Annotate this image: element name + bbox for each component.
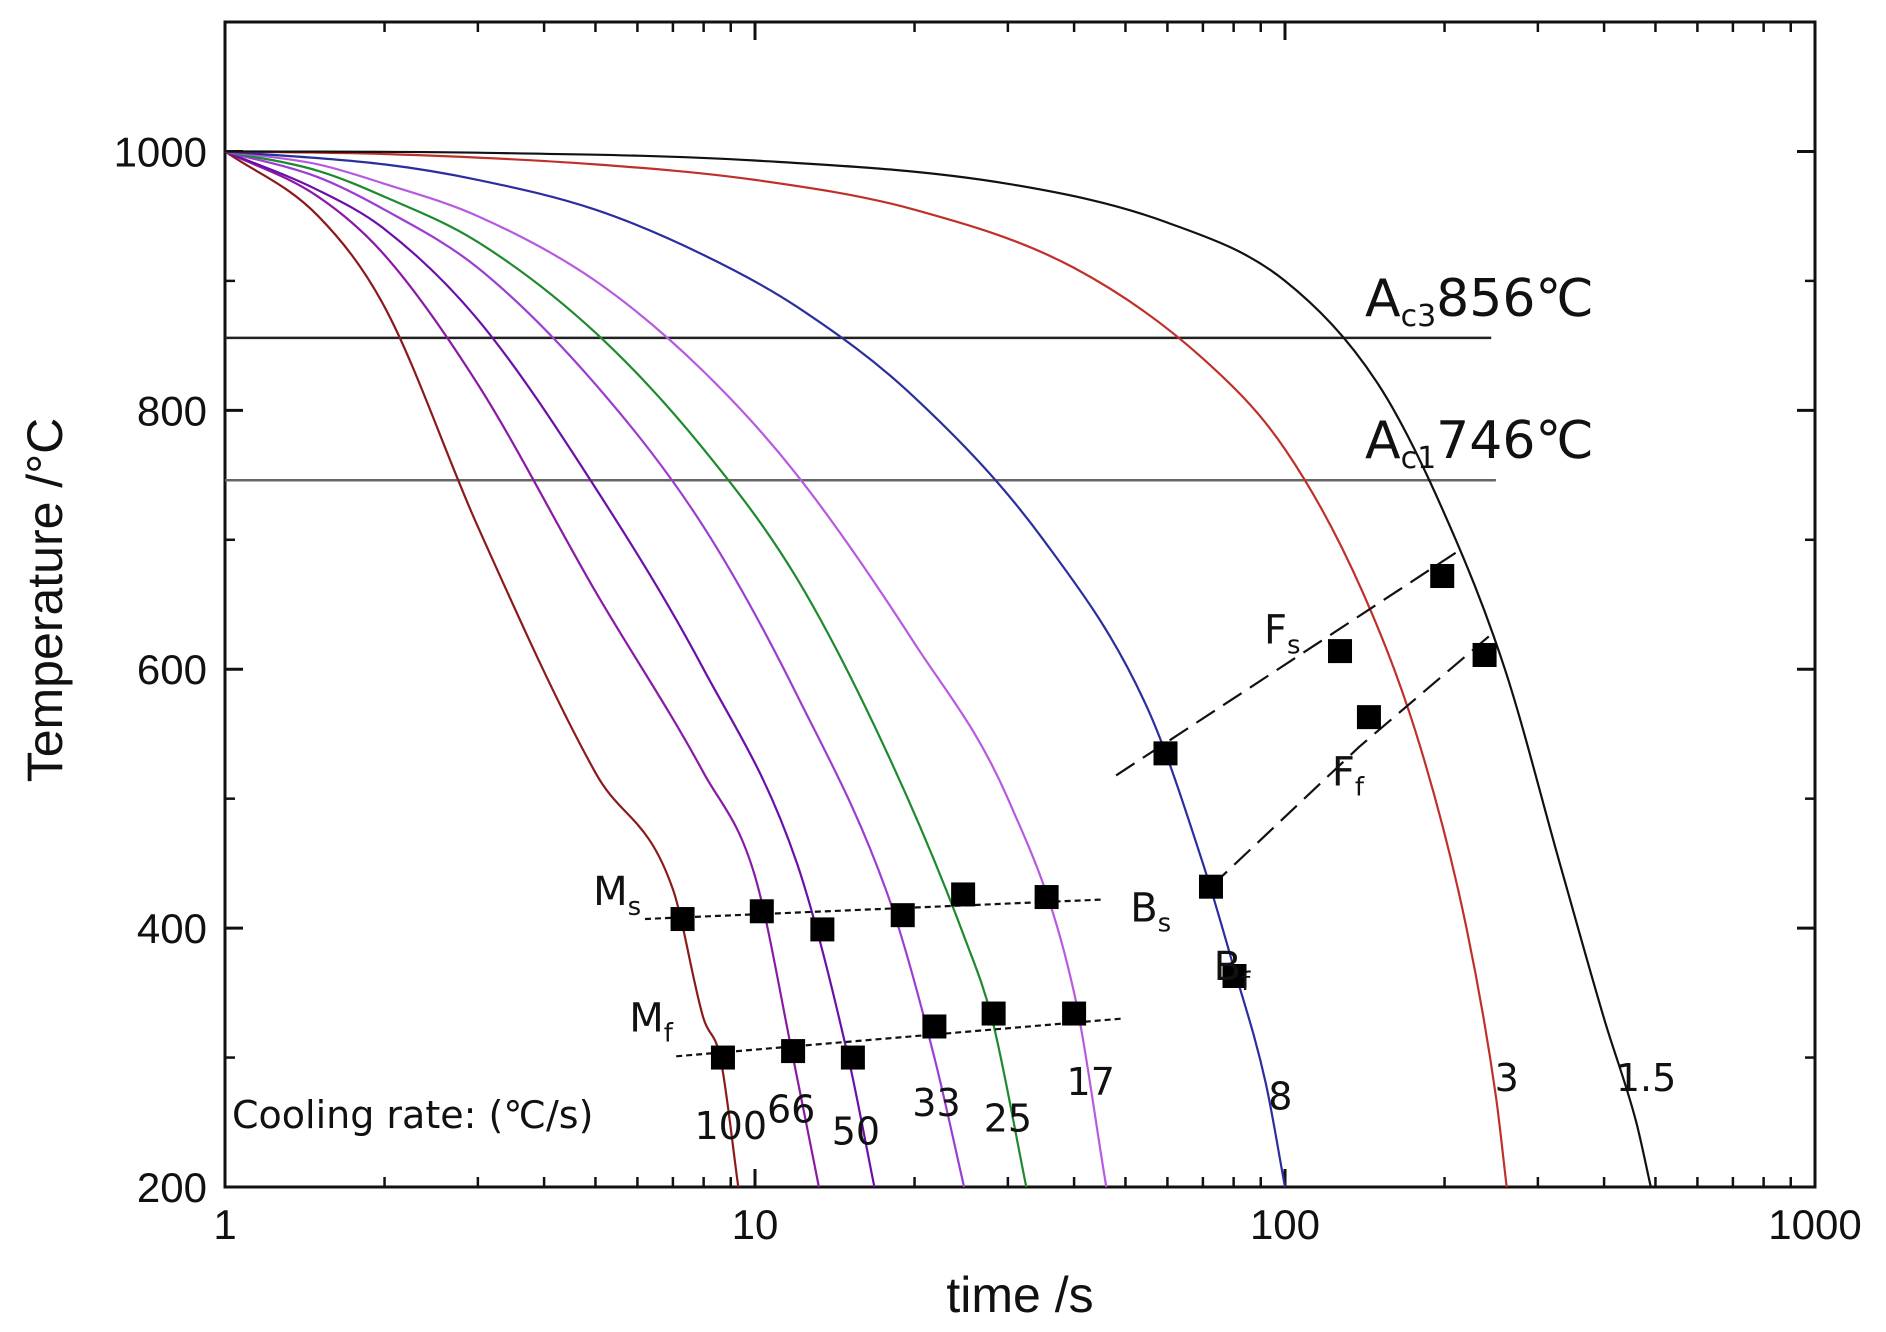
reference-label-c1: Ac1746℃ (1365, 411, 1594, 476)
y-tick-label: 200 (137, 1164, 207, 1211)
transformation-point (670, 907, 695, 932)
transformation-boundaries (644, 551, 1497, 1058)
transformation-point (981, 1001, 1006, 1026)
transformation-point (1198, 874, 1223, 899)
cooling-rate-label: 66 (767, 1087, 815, 1131)
transformation-point (890, 903, 915, 928)
transformation-point (951, 882, 976, 907)
annotation-Bs: Bs (1130, 886, 1171, 939)
transformation-point (1430, 564, 1455, 589)
annotation-main: M (593, 869, 628, 915)
boundary-line-Fs (1115, 551, 1457, 777)
boundary-line-Ms (644, 898, 1102, 921)
transformation-point (1034, 885, 1059, 910)
reference-label-value: 746℃ (1436, 411, 1594, 471)
cooling-curve-25 (224, 150, 1028, 1188)
transformation-point (922, 1014, 947, 1039)
annotation-Bf: Bf (1214, 944, 1251, 997)
transformation-point (810, 917, 835, 942)
y-tick-label: 1000 (114, 128, 207, 175)
x-tick-label: 1000 (1768, 1201, 1861, 1248)
x-axis-title: time /s (946, 1267, 1093, 1323)
cooling-curve-33 (224, 150, 966, 1188)
transformation-point (749, 899, 774, 924)
cooling-curve-3 (224, 150, 1508, 1188)
transformation-point (1062, 1001, 1087, 1026)
reference-lines: Ac3856℃ Ac1746℃ (225, 269, 1594, 482)
reference-label-main: A (1365, 269, 1401, 329)
cooling-curve-1.5 (224, 150, 1652, 1188)
transformation-point (840, 1045, 865, 1070)
cooling-rate-label: 3 (1495, 1056, 1519, 1100)
annotation-main: F (1332, 750, 1355, 796)
y-tick-label: 800 (137, 387, 207, 434)
reference-label-c3: Ac3856℃ (1365, 269, 1594, 334)
annotation-sub: s (628, 892, 642, 922)
y-axis-title: Temperature /°C (17, 418, 73, 783)
transformation-points (670, 564, 1497, 1070)
cooling-rate-label: 50 (832, 1109, 880, 1153)
transformation-point (781, 1039, 806, 1064)
transformation-point (1472, 642, 1497, 667)
cooling-rate-label: 100 (694, 1104, 767, 1148)
annotation-sub: f (664, 1019, 674, 1049)
boundary-line-Mf (676, 1017, 1121, 1058)
annotation-main: B (1214, 944, 1241, 990)
y-tick-label: 600 (137, 646, 207, 693)
cooling-curve-8 (224, 150, 1287, 1188)
axis-ticks: 1 10 100 1000 200 400 600 800 1000 (114, 20, 1862, 1248)
annotation-main: B (1130, 886, 1157, 932)
reference-label-value: 856℃ (1436, 269, 1594, 329)
cooling-rate-label: 1.5 (1616, 1056, 1676, 1100)
transformation-point (1328, 639, 1353, 664)
cooling-rate-label: 17 (1067, 1060, 1115, 1104)
plot-frame (223, 20, 1817, 1189)
annotation-sub: f (1355, 773, 1365, 803)
cooling-rate-label: 8 (1268, 1074, 1292, 1118)
cooling-curve-66 (224, 150, 820, 1188)
transformation-point (1356, 705, 1381, 730)
reference-label-sub: c3 (1401, 299, 1437, 334)
annotation-sub: f (1241, 967, 1251, 997)
annotation-main: M (629, 996, 664, 1042)
y-tick-label: 400 (137, 905, 207, 952)
transformation-point (1153, 741, 1178, 766)
reference-label-main: A (1365, 411, 1401, 471)
annotation-main: F (1264, 607, 1287, 653)
annotation-Fs: Fs (1264, 607, 1301, 660)
cooling-rate-label: 25 (984, 1096, 1032, 1140)
transformation-point (710, 1045, 735, 1070)
annotation-Ms: Ms (593, 869, 641, 922)
cooling-rate-label: 33 (912, 1081, 960, 1125)
cooling-curve-50 (224, 150, 876, 1188)
cooling-rate-title: Cooling rate: (℃/s) (232, 1093, 593, 1137)
x-tick-label: 10 (732, 1201, 779, 1248)
x-tick-label: 1 (213, 1201, 236, 1248)
cooling-curve-100 (224, 150, 740, 1188)
annotation-sub: s (1287, 630, 1301, 660)
boundary-line-Ff (1210, 629, 1497, 888)
x-tick-label: 100 (1250, 1201, 1320, 1248)
annotation-Mf: Mf (629, 996, 674, 1049)
annotation-Ff: Ff (1332, 750, 1365, 803)
annotation-sub: s (1158, 909, 1172, 939)
transformation-point (1222, 964, 1247, 989)
cooling-rate-labels: 100 66 50 33 25 17 8 3 1.5 (694, 1056, 1676, 1153)
